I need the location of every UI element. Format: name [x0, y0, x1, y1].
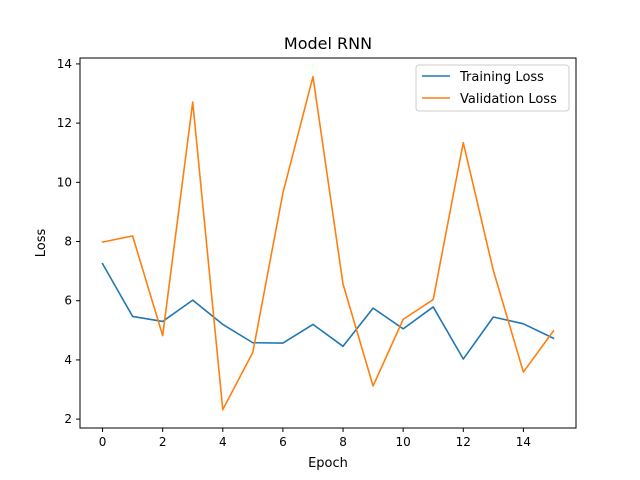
- x-tick-label: 8: [339, 435, 347, 449]
- chart-title: Model RNN: [284, 34, 372, 53]
- y-tick-label: 14: [57, 57, 72, 71]
- y-tick-label: 4: [64, 353, 72, 367]
- x-tick-label: 14: [516, 435, 531, 449]
- legend-box: [415, 64, 570, 112]
- plot-area-frame: [79, 57, 577, 429]
- y-tick-label: 12: [57, 116, 72, 130]
- series-line-validation-loss: [101, 75, 555, 411]
- y-tick-label: 2: [64, 412, 72, 426]
- x-axis-label: Epoch: [308, 456, 348, 471]
- x-tick-label: 0: [99, 435, 107, 449]
- x-tick-label: 10: [396, 435, 411, 449]
- legend: Training Loss Validation Loss: [415, 64, 570, 112]
- y-tick-label: 8: [64, 235, 72, 249]
- y-tick-label: 6: [64, 294, 72, 308]
- series-lines: [101, 75, 555, 411]
- y-axis: 2 4 6 8 10 12 14: [57, 57, 80, 426]
- x-tick-label: 2: [159, 435, 167, 449]
- x-tick-label: 4: [219, 435, 227, 449]
- x-axis: 0 2 4 6 8 10 12 14: [99, 428, 531, 449]
- x-tick-label: 6: [279, 435, 287, 449]
- x-tick-label: 12: [456, 435, 471, 449]
- y-axis-label: Loss: [34, 229, 49, 258]
- y-tick-label: 10: [57, 175, 72, 189]
- legend-entry-label: Validation Loss: [460, 92, 557, 107]
- legend-entry-label: Training Loss: [459, 70, 544, 85]
- series-line-training-loss: [101, 262, 555, 360]
